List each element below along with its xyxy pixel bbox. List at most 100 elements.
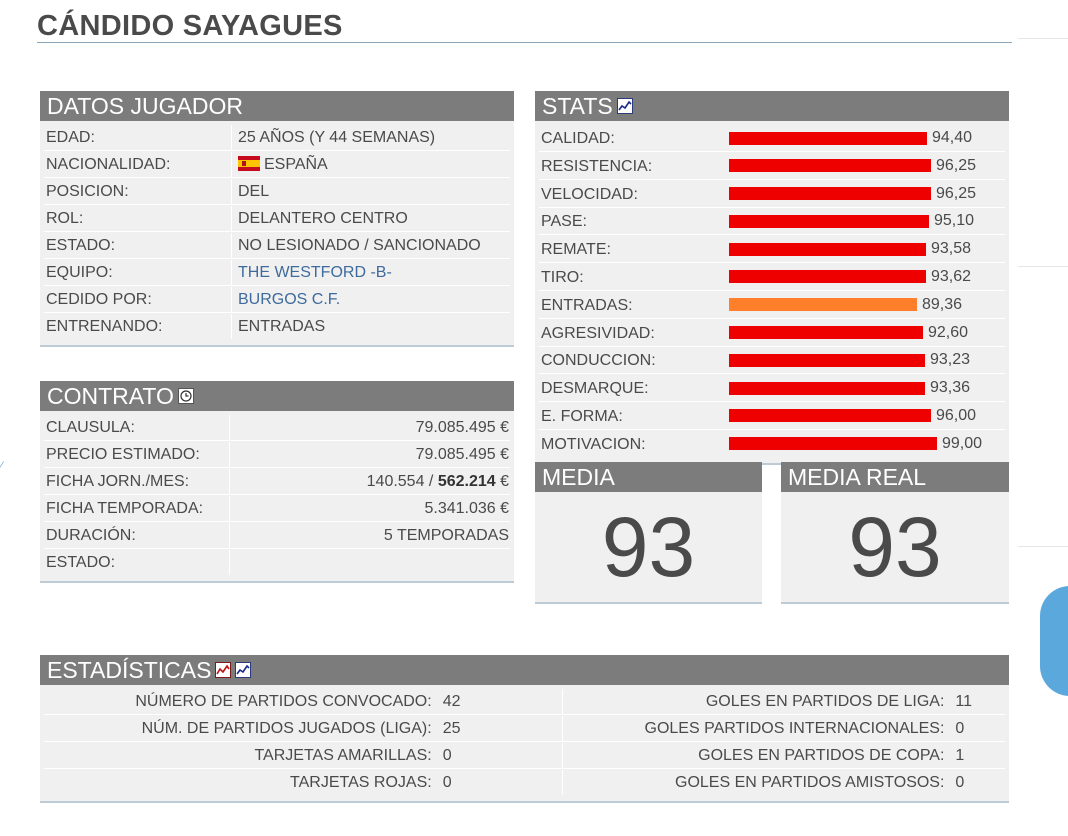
player-avatar-fragment <box>1040 586 1068 696</box>
stat-row: RESISTENCIA: 96,25 <box>539 153 1005 180</box>
stat-row: VELOCIDAD: 96,25 <box>539 181 1005 208</box>
stats-body: CALIDAD: 94,40 RESISTENCIA: 96,25 VELOCIDAD:… <box>535 121 1009 465</box>
media-real-header: MEDIA REAL <box>781 462 1009 492</box>
estadisticas-body: NÚMERO DE PARTIDOS CONVOCADO: 42 GOLES E… <box>40 685 1009 803</box>
media-real-body: 93 <box>781 492 1009 604</box>
stat-bar <box>729 159 931 173</box>
datos-jugador-header: DATOS JUGADOR <box>40 91 514 121</box>
stat-value: 93,58 <box>931 240 972 258</box>
clock-icon[interactable] <box>177 388 194 404</box>
edge-divider-3 <box>1018 546 1068 547</box>
info-label: EQUIPO: <box>44 260 232 285</box>
info-value: ESPAÑA <box>264 156 328 173</box>
datos-jugador-title: DATOS JUGADOR <box>47 92 243 119</box>
stat-value: 96,25 <box>936 184 977 202</box>
stat-value: 93,23 <box>930 351 971 369</box>
media-real-panel: MEDIA REAL 93 <box>781 462 1009 604</box>
stat-bar-cell: 92,60 <box>729 320 1005 346</box>
stat-row: MOTIVACION: 99,00 <box>539 431 1005 457</box>
stat-bar-cell: 96,25 <box>729 153 1005 179</box>
contract-label: DURACIÓN: <box>44 523 230 548</box>
stat-value: 93,62 <box>931 267 972 285</box>
info-label: EDAD: <box>44 125 232 150</box>
estadisticas-header: ESTADÍSTICAS <box>40 655 1009 685</box>
stat-label: TIRO: <box>541 268 584 286</box>
media-real-title: MEDIA REAL <box>788 463 927 490</box>
stat-label: PASE: <box>541 213 587 231</box>
contract-value: 79.085.495 € <box>415 419 509 436</box>
info-row-cedido: CEDIDO POR: BURGOS C.F. <box>44 287 510 313</box>
stats-panel: STATS CALIDAD: 94,40 RESISTENCIA: 96,25 VELO… <box>535 91 1009 465</box>
stat-label: TARJETAS ROJAS: <box>290 774 432 791</box>
stat-bar-cell: 93,58 <box>729 236 1005 262</box>
info-value: DELANTERO CENTRO <box>238 210 408 227</box>
stat-bar <box>729 298 917 312</box>
stat-row: PASE: 95,10 <box>539 208 1005 236</box>
ficha-jornada-value: 140.554 / <box>366 473 438 490</box>
stat-value: 99,00 <box>942 434 983 452</box>
stat-value: 96,25 <box>936 156 977 174</box>
info-value-wrap: ESPAÑA <box>232 152 510 177</box>
media-title: MEDIA <box>542 463 615 490</box>
info-value: 25 AÑOS (Y 44 SEMANAS) <box>238 129 436 146</box>
stat-row: CONDUCCION: 93,23 <box>539 347 1005 375</box>
currency-suffix: € <box>495 473 509 490</box>
contract-label: FICHA JORN./MES: <box>44 469 230 494</box>
contract-label: CLAUSULA: <box>44 415 230 440</box>
stat-label: GOLES PARTIDOS INTERNACIONALES: <box>644 720 945 737</box>
info-row-estado: ESTADO: NO LESIONADO / SANCIONADO <box>44 233 510 259</box>
info-row-nacionalidad: NACIONALIDAD: ESPAÑA <box>44 152 510 178</box>
estadisticas-panel: ESTADÍSTICAS NÚMERO DE PARTIDOS CONVOCAD… <box>40 655 1009 803</box>
loan-club-link[interactable]: BURGOS C.F. <box>238 291 341 308</box>
stat-bar <box>729 242 926 256</box>
player-name-title: CÁNDIDO SAYAGUES <box>37 10 1012 43</box>
estadisticas-row: TARJETAS ROJAS: 0 GOLES EN PARTIDOS AMIS… <box>44 770 1005 795</box>
info-label: POSICION: <box>44 179 232 204</box>
stat-bar <box>729 326 923 340</box>
stat-value: 25 <box>432 716 563 741</box>
stat-label: GOLES EN PARTIDOS DE COPA: <box>698 747 945 764</box>
edge-divider-2 <box>1018 266 1068 267</box>
stat-value: 96,00 <box>936 406 977 424</box>
media-header: MEDIA <box>535 462 762 492</box>
stat-label: NÚMERO DE PARTIDOS CONVOCADO: <box>135 693 432 710</box>
stat-value: 0 <box>955 774 965 791</box>
stat-label: AGRESIVIDAD: <box>541 324 655 342</box>
edge-divider-1 <box>1018 38 1068 39</box>
contract-label: FICHA TEMPORADA: <box>44 496 230 521</box>
info-value: NO LESIONADO / SANCIONADO <box>238 237 481 254</box>
stat-row: DESMARQUE: 93,36 <box>539 375 1005 403</box>
team-link[interactable]: THE WESTFORD -B- <box>238 264 392 281</box>
red-chart-icon[interactable] <box>215 662 232 678</box>
spain-flag-icon <box>238 156 260 171</box>
info-label: NACIONALIDAD: <box>44 152 232 177</box>
stat-bar-cell: 96,25 <box>729 181 1005 207</box>
stat-row: AGRESIVIDAD: 92,60 <box>539 320 1005 347</box>
contract-row-ficha-temporada: FICHA TEMPORADA: 5.341.036 € <box>44 496 510 522</box>
stat-label: DESMARQUE: <box>541 380 649 398</box>
stat-bar-cell: 93,62 <box>729 264 1005 290</box>
stat-value: 0 <box>432 743 563 768</box>
stat-value: 42 <box>432 689 563 714</box>
stat-label: E. FORMA: <box>541 407 623 425</box>
stat-bar-cell: 89,36 <box>729 292 1005 318</box>
info-value: ENTRADAS <box>238 318 326 335</box>
contract-value: 5.341.036 € <box>424 500 509 517</box>
stat-value: 0 <box>432 770 563 795</box>
blue-chart-icon[interactable] <box>235 662 252 678</box>
stat-row: E. FORMA: 96,00 <box>539 403 1005 430</box>
estadisticas-row: NÚM. DE PARTIDOS JUGADOS (LIGA): 25 GOLE… <box>44 716 1005 742</box>
stat-bar-cell: 93,23 <box>729 347 1005 373</box>
stat-value: 92,60 <box>928 323 969 341</box>
stats-header: STATS <box>535 91 1009 121</box>
stat-row: REMATE: 93,58 <box>539 236 1005 264</box>
edge-fragment: ∕ <box>0 458 3 474</box>
stat-label: CONDUCCION: <box>541 352 656 370</box>
stat-label: GOLES EN PARTIDOS AMISTOSOS: <box>675 774 945 791</box>
stat-label: GOLES EN PARTIDOS DE LIGA: <box>705 693 945 710</box>
estadisticas-title: ESTADÍSTICAS <box>47 656 212 683</box>
stat-value: 93,36 <box>930 379 971 397</box>
stat-bar-cell: 95,10 <box>729 208 1005 234</box>
chart-icon[interactable] <box>616 98 633 114</box>
stat-bar-cell: 96,00 <box>729 403 1005 429</box>
